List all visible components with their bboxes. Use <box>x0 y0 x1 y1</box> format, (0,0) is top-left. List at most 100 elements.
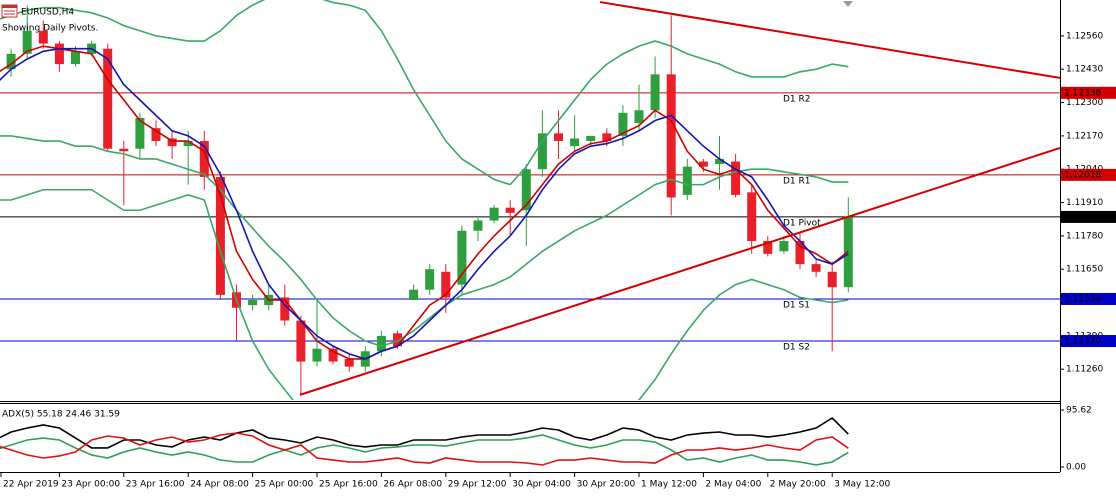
x-tick-label: 2 May 04:00 <box>705 480 761 490</box>
adx-pane <box>0 416 849 466</box>
y-tick-label: 95.62 <box>1066 406 1092 416</box>
x-tick-label: 30 Apr 20:00 <box>577 480 636 490</box>
indicator-line <box>0 0 849 186</box>
candle-body <box>811 264 821 272</box>
price-box-label: 1.11534 <box>1064 294 1101 304</box>
indicator-line <box>0 135 849 347</box>
candle-body <box>344 358 354 367</box>
candle-body <box>328 348 338 362</box>
y-tick-label: 1.11260 <box>1066 365 1103 375</box>
indicator-line <box>0 432 849 466</box>
x-tick-label: 3 May 12:00 <box>834 480 890 490</box>
candle-body <box>151 128 161 142</box>
indicator-line <box>0 416 849 449</box>
candle-body <box>489 207 499 221</box>
price-pane: D1 R2 D1 R1 D1 Pivot D1 S1 D1 S2 <box>0 0 1060 400</box>
y-tick-label: 1.12300 <box>1066 98 1103 108</box>
chart-title: EURUSD,H4 <box>21 8 74 18</box>
candle-body <box>747 192 757 242</box>
symbol-icon <box>1 4 18 18</box>
price-box <box>1061 292 1116 305</box>
candle-body <box>521 169 531 211</box>
price-box-label: 1.11854 <box>1064 212 1101 222</box>
x-tick-label: 23 Apr 00:00 <box>61 480 120 490</box>
candle-body <box>586 135 596 142</box>
y-tick-label: 1.11650 <box>1066 265 1103 275</box>
candle-body <box>103 48 113 149</box>
price-box-label: 1.12338 <box>1064 88 1101 98</box>
x-tick-label: 2 May 20:00 <box>770 480 826 490</box>
candle-body <box>763 241 773 254</box>
candle-body <box>248 300 258 306</box>
candle-body <box>215 176 225 295</box>
candle-body <box>312 348 322 362</box>
price-box-label: 1.12018 <box>1064 170 1101 180</box>
price-box <box>1061 86 1116 99</box>
candle-body <box>425 269 435 290</box>
indicator-line <box>0 45 849 360</box>
candle-body <box>393 333 402 347</box>
candle-body <box>698 161 708 167</box>
candle-body <box>554 133 563 142</box>
x-tick-label: 23 Apr 16:00 <box>126 480 185 490</box>
shift-marker <box>843 1 853 7</box>
candle-body <box>779 241 789 252</box>
x-tick-label: 29 Apr 12:00 <box>448 480 507 490</box>
candle-body <box>38 30 48 44</box>
y-tick-label: 1.12560 <box>1066 31 1103 41</box>
x-tick-label: 1 May 12:00 <box>641 480 697 490</box>
x-tick-label: 26 Apr 08:00 <box>383 480 442 490</box>
x-tick-label: 22 Apr 2019 <box>3 480 59 490</box>
candle-body <box>22 30 32 54</box>
candle-body <box>457 230 467 285</box>
candle-body <box>650 74 660 111</box>
y-tick-label: 0.00 <box>1066 463 1086 473</box>
chart-subtitle: Showing Daily Pivots. <box>2 24 98 34</box>
indicator-line <box>0 188 849 400</box>
candle-body <box>827 271 837 288</box>
candle-body <box>602 133 612 142</box>
candle-body <box>731 161 741 195</box>
candle-body <box>666 74 676 198</box>
price-box <box>1061 210 1116 223</box>
candle-body <box>135 117 145 149</box>
axes: 1.125601.124301.123001.121701.120401.119… <box>0 31 1116 490</box>
price-box <box>1061 335 1116 348</box>
candle-body <box>715 158 724 165</box>
x-tick-label: 24 Apr 08:00 <box>190 480 249 490</box>
candle-body <box>167 138 177 147</box>
x-tick-label: 25 Apr 16:00 <box>319 480 378 490</box>
candle-body <box>618 112 628 136</box>
trend-line <box>299 146 1060 396</box>
pivot-label: D1 R1 <box>783 176 811 186</box>
candle-body <box>795 241 805 265</box>
candle-body <box>183 141 193 147</box>
indicator-title: ADX(5) 55.18 24.46 31.59 <box>2 410 120 420</box>
candle-body <box>54 43 64 65</box>
candle-body <box>634 110 644 124</box>
price-box-label: 1.11370 <box>1064 337 1101 347</box>
pivot-label: D1 S1 <box>783 300 810 310</box>
pivot-label: D1 S2 <box>783 343 810 353</box>
candle-body <box>119 148 129 152</box>
y-tick-label: 1.12430 <box>1066 65 1103 75</box>
candle-body <box>6 53 16 70</box>
candle-body <box>682 166 692 195</box>
pivot-label: D1 Pivot <box>783 218 821 228</box>
candle-body <box>376 335 386 352</box>
trend-line <box>599 1 1060 79</box>
y-tick-label: 1.11780 <box>1066 231 1103 241</box>
candle-body <box>505 207 515 213</box>
candle-body <box>570 138 580 147</box>
candle-body <box>473 220 483 231</box>
price-box <box>1061 168 1116 181</box>
indicator-line <box>0 434 849 466</box>
candle-body <box>71 51 80 65</box>
candle-body <box>537 133 547 170</box>
y-tick-label: 1.12170 <box>1066 131 1103 141</box>
candle-body <box>296 320 306 362</box>
candle-body <box>409 289 419 300</box>
indicator-line <box>0 47 849 360</box>
